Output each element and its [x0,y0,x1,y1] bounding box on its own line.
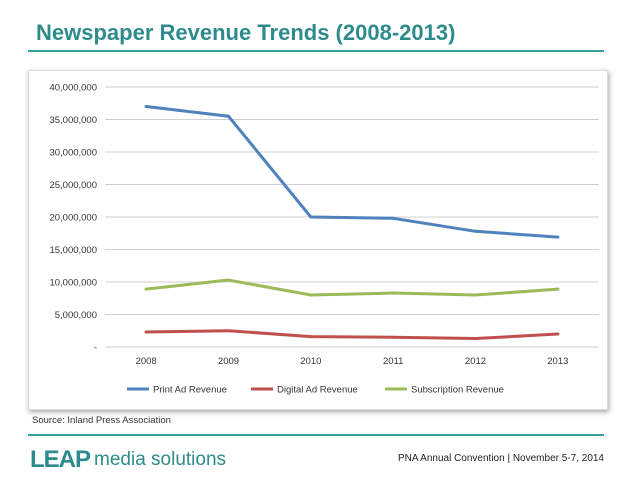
title-divider [28,50,604,52]
series-line [144,278,560,297]
slide-title: Newspaper Revenue Trends (2008-2013) [36,20,456,45]
y-tick-label: 25,000,000 [49,180,97,191]
data-point [474,337,477,341]
data-point [227,278,230,282]
data-point [556,287,560,291]
x-tick-label: 2009 [218,356,239,367]
logo-text: media solutions [94,449,227,470]
data-point [309,215,313,219]
x-tick-label: 2010 [300,356,321,367]
data-point [144,330,148,334]
y-tick-label: 15,000,000 [49,245,97,256]
y-tick-label: 40,000,000 [49,83,97,94]
source-note: Source: Inland Press Association [32,415,171,426]
data-point [556,332,560,336]
data-point [474,293,477,297]
series-line [144,105,560,239]
x-tick-label: 2008 [136,356,157,367]
x-tick-label: 2013 [547,356,568,367]
y-tick-label: 5,000,000 [55,310,97,321]
data-point [309,335,313,339]
data-point [474,229,477,233]
logo-mark: LEAP [30,446,91,473]
y-tick-label: 20,000,000 [49,213,97,224]
data-point [227,329,230,333]
y-tick-label: 35,000,000 [49,115,97,126]
y-tick-label: - [94,343,97,354]
footer-event: PNA Annual Convention | November 5-7, 20… [397,453,604,464]
data-point [556,235,560,239]
data-point [391,335,395,339]
legend-label: Print Ad Revenue [153,385,227,396]
y-tick-label: 30,000,000 [49,148,97,159]
data-point [309,293,313,297]
chart-frame: - 5,000,000 10,000,000 15,000,000 20,000,000… [28,70,608,410]
x-tick-label: 2011 [383,356,403,367]
data-point [391,216,395,220]
data-point [227,114,230,118]
line-chart: - 5,000,000 10,000,000 15,000,000 20,000,000… [49,83,599,396]
legend-label: Digital Ad Revenue [277,385,358,396]
data-point [144,105,148,108]
footer-divider [28,434,604,436]
leap-logo: LEAP media solutions [30,446,226,474]
data-point [144,287,148,291]
y-tick-label: 10,000,000 [49,278,97,289]
x-tick-label: 2012 [465,356,486,367]
data-point [391,291,395,295]
series-line [144,329,560,341]
legend-label: Subscription Revenue [411,385,504,396]
